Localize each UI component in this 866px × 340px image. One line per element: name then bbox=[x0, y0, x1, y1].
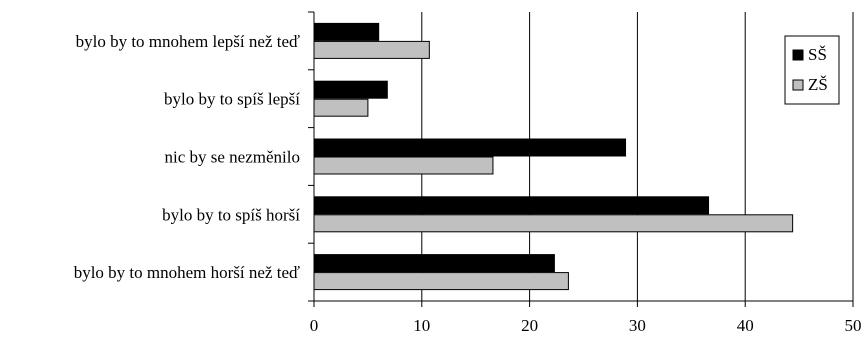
x-tick-label: 30 bbox=[629, 316, 646, 335]
category-label: nic by se nezměnilo bbox=[165, 148, 301, 167]
x-tick-label: 40 bbox=[737, 316, 754, 335]
bar-ss bbox=[313, 138, 627, 157]
x-tick-label: 20 bbox=[521, 316, 538, 335]
x-tick-label: 0 bbox=[310, 316, 319, 335]
bar-zs bbox=[313, 156, 494, 175]
bars bbox=[313, 22, 794, 291]
bar-ss bbox=[313, 196, 710, 215]
legend: SŠ ZŠ bbox=[784, 35, 840, 105]
category-labels: bylo by to mnohem lepší než teď bylo by t… bbox=[74, 32, 301, 282]
legend-label: ZŠ bbox=[808, 75, 828, 94]
tick-labels: 0 10 20 30 40 50 bbox=[310, 316, 862, 335]
axes bbox=[308, 11, 854, 307]
bar-zs bbox=[313, 98, 369, 117]
category-label: bylo by to spíš horší bbox=[162, 205, 300, 224]
legend-box bbox=[784, 35, 840, 105]
category-label: bylo by to mnohem horší než teď bbox=[74, 263, 300, 282]
x-tick-label: 10 bbox=[413, 316, 430, 335]
x-tick-label: 50 bbox=[845, 316, 862, 335]
category-label: bylo by to spíš lepší bbox=[164, 90, 300, 109]
grid-lines bbox=[421, 12, 854, 301]
category-label: bylo by to mnohem lepší než teď bbox=[76, 32, 300, 51]
legend-swatch bbox=[792, 79, 804, 91]
bar-ss bbox=[313, 22, 380, 41]
bar-zs bbox=[313, 272, 569, 291]
legend-swatch bbox=[792, 49, 804, 61]
bar-zs bbox=[313, 40, 430, 59]
bar-zs bbox=[313, 214, 794, 233]
legend-label: SŠ bbox=[808, 45, 827, 64]
bar-ss bbox=[313, 80, 388, 99]
bar-ss bbox=[313, 254, 555, 273]
